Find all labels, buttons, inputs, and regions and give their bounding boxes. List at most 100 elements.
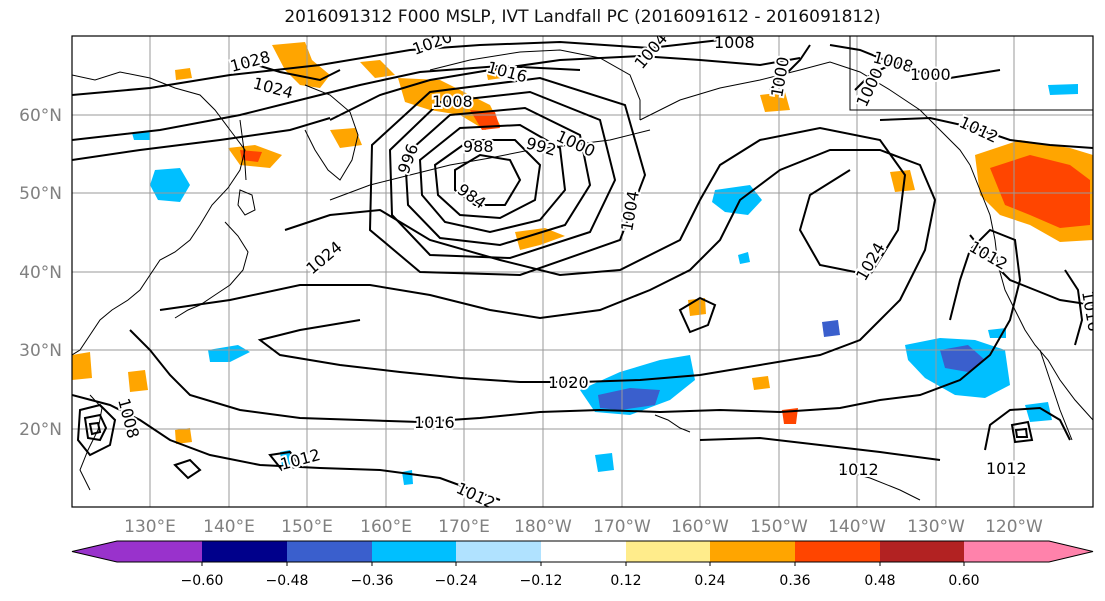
lat-axis: 60°N 50°N 40°N 30°N 20°N	[19, 106, 62, 440]
colorbar-swatch	[541, 541, 626, 562]
mslp-contours	[72, 39, 1093, 501]
colorbar-tick: −0.36	[351, 573, 394, 589]
isobar-1012-se	[984, 406, 1071, 451]
ivt-neg-patch	[738, 252, 750, 264]
contour-label: 1016	[414, 413, 455, 432]
lon-label: 140°W	[828, 517, 886, 537]
coast-baja	[1039, 349, 1073, 441]
ivt-neg-patch	[132, 132, 150, 140]
colorbar-swatch	[456, 541, 541, 562]
ivt-neg-patch	[1048, 84, 1078, 95]
colorbar-ticks: −0.60 −0.48 −0.36 −0.24 −0.12 0.12 0.24 …	[181, 573, 980, 589]
colorbar-tick: 0.48	[864, 573, 895, 589]
isobar-low-988	[433, 139, 542, 220]
lon-label: 180°W	[514, 517, 572, 537]
isobar-1012-nw	[879, 116, 1093, 149]
contour-label: 1008	[432, 92, 473, 111]
contour-label: 1012	[986, 459, 1027, 478]
lon-label: 150°W	[750, 517, 808, 537]
isobar-low-992	[418, 123, 567, 234]
coast-asia	[72, 71, 246, 356]
lon-label: 130°E	[124, 517, 176, 537]
isobar-1008-north	[329, 54, 801, 121]
colorbar-swatch	[202, 541, 287, 562]
colorbar: −0.60 −0.48 −0.36 −0.24 −0.12 0.12 0.24 …	[71, 540, 1094, 589]
ivt-pos-patch	[515, 228, 565, 250]
coast-kamchatka	[304, 84, 359, 181]
ivt-pos-patch	[890, 170, 915, 192]
lon-label: 140°E	[203, 517, 255, 537]
ivt-neg-patch	[598, 388, 660, 410]
ivt-pos-patch	[128, 370, 148, 392]
isobar-south-1012-loop2	[268, 450, 302, 472]
colorbar-swatch	[287, 541, 372, 562]
coast-aleutians	[329, 129, 651, 201]
ivt-pos-patch	[240, 150, 262, 162]
ivt-pos-patch	[752, 376, 770, 390]
colorbar-tick: 0.36	[779, 573, 810, 589]
ivt-neg-patch	[822, 320, 840, 337]
lat-label: 50°N	[19, 184, 62, 204]
isobar-1020-mid	[159, 149, 937, 383]
contour-label: 1008	[714, 33, 755, 52]
contour-label: 988	[463, 137, 494, 156]
coast-japan	[174, 221, 249, 319]
lon-label: 160°E	[360, 517, 412, 537]
coast-bering	[429, 49, 641, 120]
coast-northamerica	[969, 164, 1093, 421]
lon-label: 170°W	[593, 517, 651, 537]
colorbar-swatch	[964, 541, 1049, 562]
colorbar-extend-max	[1049, 541, 1093, 562]
plot-area: 1028 1024 1020 1016 1008 1004 1008 1008 …	[71, 33, 1094, 508]
colorbar-tick: 0.60	[948, 573, 979, 589]
ivt-pos-patch	[272, 42, 330, 88]
ivt-pos-patch	[175, 428, 192, 444]
ivt-neg-patch	[940, 345, 985, 372]
colorbar-tick: 0.24	[694, 573, 725, 589]
lat-label: 30°N	[19, 341, 62, 361]
isobar-1012-pnw	[1064, 269, 1084, 346]
ivt-pos-patch	[990, 155, 1090, 228]
lon-label: 130°W	[907, 517, 965, 537]
isobar-1012-coast	[969, 234, 1093, 306]
isobar-1020-north	[72, 117, 331, 161]
ivt-shading	[72, 42, 1093, 485]
contour-label: 1020	[548, 373, 589, 392]
lat-label: 60°N	[19, 106, 62, 126]
colorbar-swatch	[626, 541, 710, 562]
coast-hokkaido	[237, 189, 256, 216]
isobar-typhoon-core	[88, 421, 102, 436]
colorbar-outline	[71, 540, 1094, 563]
isobar-south-1012-loop	[173, 458, 202, 480]
colorbar-swatch	[372, 541, 456, 562]
lon-label: 160°W	[671, 517, 729, 537]
map-title: 2016091312 F000 MSLP, IVT Landfall PC (2…	[284, 7, 881, 27]
isobar-1008-typhoon	[76, 403, 117, 457]
colorbar-tick: −0.48	[266, 573, 309, 589]
coast-alaska	[639, 61, 971, 166]
colorbar-extend-min	[72, 541, 117, 562]
colorbar-boxes	[71, 540, 1094, 566]
ivt-pos-patch	[175, 68, 192, 80]
graticule	[72, 36, 1093, 507]
ivt-pos-patch	[330, 128, 362, 148]
lon-label: 170°E	[438, 517, 490, 537]
ivt-neg-patch	[595, 453, 614, 472]
colorbar-swatch	[117, 541, 202, 562]
ivt-neg-patch	[1025, 402, 1052, 422]
coast-sakhalin	[239, 119, 247, 181]
plot-border	[71, 35, 1094, 508]
isobar-1016-north	[72, 64, 581, 141]
lon-label: 120°W	[985, 517, 1043, 537]
lat-label: 20°N	[19, 420, 62, 440]
isobar-east-low	[1010, 420, 1034, 444]
isobar-1012-east	[699, 436, 941, 461]
colorbar-swatch	[795, 541, 880, 562]
colorbar-tick: −0.24	[435, 573, 478, 589]
isobar-1012-south	[72, 394, 501, 501]
isobar-low-1004	[368, 76, 647, 277]
colorbar-swatch	[710, 541, 795, 562]
isobar-low-1000	[388, 90, 617, 260]
coastlines	[72, 36, 1093, 501]
